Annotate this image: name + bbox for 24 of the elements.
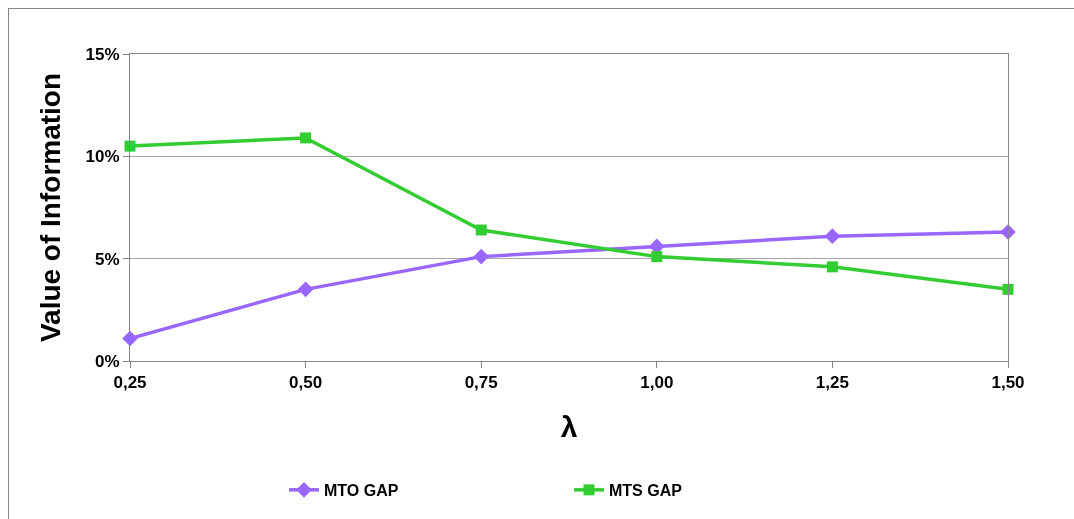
y-tick-label: 0% [95, 351, 120, 371]
x-axis-title: λ [560, 409, 578, 443]
point [1002, 283, 1014, 295]
x-tick-label: 0,50 [289, 373, 323, 393]
x-tick-label: 0,75 [464, 373, 498, 393]
x-tick-label: 1,50 [991, 373, 1025, 393]
x-tick-label: 1,00 [640, 373, 674, 393]
y-tick-label: 10% [85, 147, 120, 167]
x-tick-label: 1,25 [815, 373, 849, 393]
legend-label: MTO GAP [324, 482, 399, 500]
point [824, 228, 841, 244]
point [300, 132, 312, 144]
point [297, 281, 314, 298]
y-tick-label: 15% [85, 44, 120, 64]
point [124, 140, 136, 152]
point [122, 330, 138, 347]
y-axis-title: Value of Information [35, 72, 67, 343]
point [651, 251, 663, 263]
y-tick-label: 5% [95, 249, 120, 269]
x-tick-label: 0,25 [113, 373, 147, 393]
legend-label: MTS GAP [609, 482, 683, 500]
point [826, 261, 838, 273]
point [475, 224, 487, 236]
point [473, 248, 489, 265]
